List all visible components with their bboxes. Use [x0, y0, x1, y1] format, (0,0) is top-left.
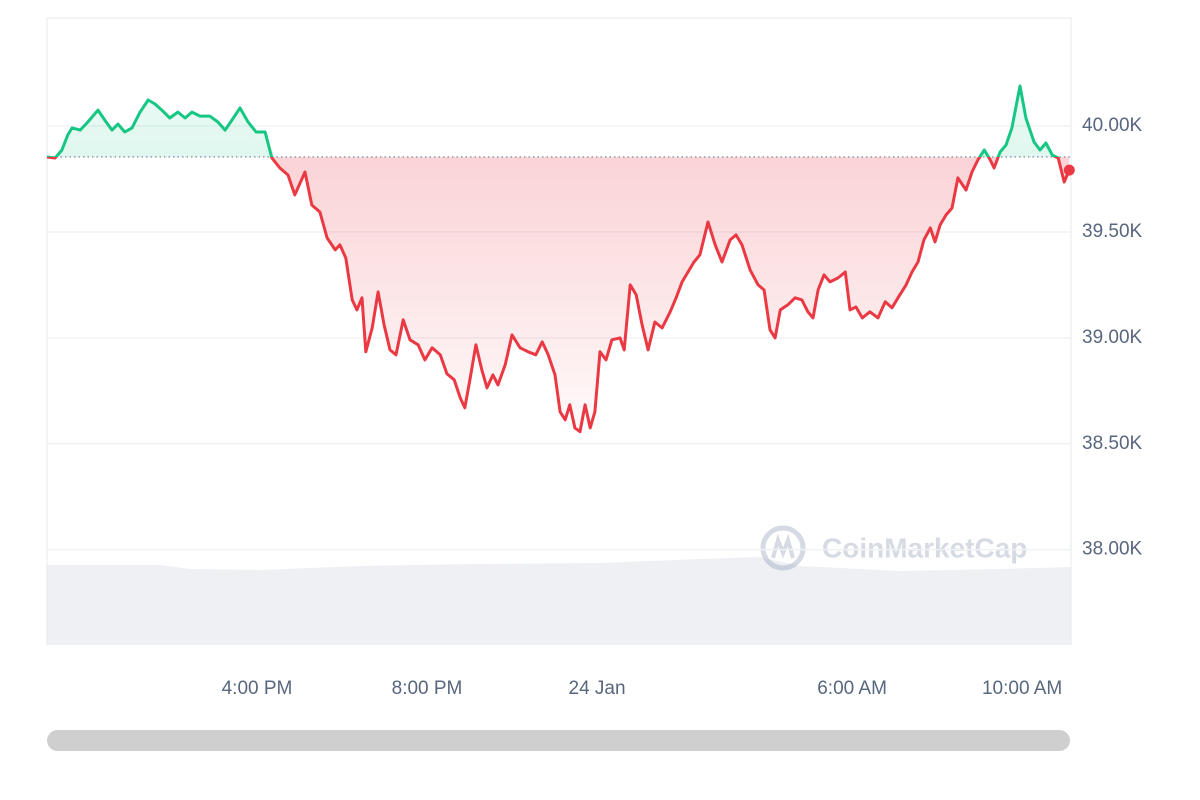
x-tick-label: 8:00 PM — [392, 678, 463, 699]
y-tick-label: 38.00K — [1082, 539, 1143, 560]
y-tick-label: 39.50K — [1082, 221, 1143, 242]
y-tick-label: 40.00K — [1082, 115, 1143, 136]
x-tick-label: 10:00 AM — [982, 678, 1062, 699]
x-tick-label: 4:00 PM — [222, 678, 293, 699]
x-tick-label: 6:00 AM — [817, 678, 887, 699]
watermark-logo — [771, 533, 795, 559]
watermark: CoinMarketCap — [760, 525, 1027, 571]
last-point — [1063, 164, 1075, 176]
volume-area — [47, 557, 1071, 645]
price-line — [46, 84, 1071, 434]
watermark-text: CoinMarketCap — [822, 532, 1027, 563]
watermark-logo — [760, 525, 806, 571]
area — [47, 86, 1070, 432]
y-tick-label: 38.50K — [1082, 433, 1143, 454]
x-tick-label: 24 Jan — [569, 678, 626, 699]
y-tick-label: 39.00K — [1082, 327, 1143, 348]
scrollbar[interactable] — [47, 730, 1070, 751]
